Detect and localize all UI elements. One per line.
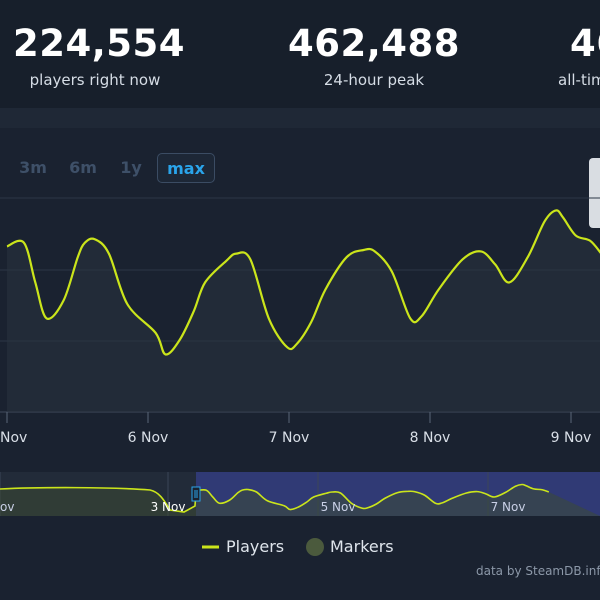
legend-marks	[202, 538, 324, 556]
data-credit[interactable]: data by SteamDB.inf	[476, 564, 600, 578]
stat-players-now: 224,554 players right now	[13, 22, 186, 90]
stat-label: all-tim	[558, 71, 600, 89]
stat-value: 462,488	[288, 22, 461, 65]
x-tick-label: 7 Nov	[269, 430, 310, 446]
stat-value: 46	[570, 22, 600, 65]
x-tick-label: 6 Nov	[128, 430, 169, 446]
legend-label-players: Players	[226, 537, 285, 556]
x-tick-label: Nov	[0, 430, 27, 446]
legend-markers-swatch	[306, 538, 324, 556]
legend-label-markers: Markers	[330, 537, 394, 556]
stat-all-time-peak: 46 all-tim	[558, 22, 600, 90]
stat-label: 24-hour peak	[323, 71, 425, 89]
x-axis: Nov 6 Nov 7 Nov 8 Nov 9 Nov	[0, 412, 591, 446]
navigator-area	[0, 484, 600, 516]
stats-bar: 224,554 players right now 462,488 24-hou…	[0, 0, 600, 108]
stat-label: players right now	[29, 71, 161, 89]
players-series	[6, 209, 600, 412]
range-button-6m[interactable]: 6m	[69, 158, 97, 177]
players-area	[7, 210, 600, 412]
navigator-handle[interactable]	[191, 486, 201, 502]
players-line	[6, 209, 600, 356]
range-button-3m[interactable]: 3m	[19, 158, 47, 177]
legend-item-markers[interactable]: Markers	[330, 536, 394, 558]
x-tick-label: 9 Nov	[551, 430, 592, 446]
navigator-line	[0, 483, 550, 513]
navigator-tick-label: ov	[0, 500, 14, 514]
chart-menu-toggle[interactable]	[589, 158, 600, 228]
navigator: ov 3 Nov 5 Nov 7 Nov	[0, 472, 600, 516]
stat-value: 224,554	[13, 22, 186, 65]
navigator-tick-label: 7 Nov	[491, 500, 526, 514]
section-gap	[0, 108, 600, 128]
legend-item-players[interactable]: Players	[226, 536, 284, 558]
range-button-max[interactable]: max	[157, 153, 215, 183]
x-tick-label: 8 Nov	[410, 430, 451, 446]
navigator-tick-label: 3 Nov	[151, 500, 186, 514]
range-button-1y[interactable]: 1y	[120, 158, 142, 177]
navigator-tick-label: 5 Nov	[321, 500, 356, 514]
stat-24h-peak: 462,488 24-hour peak	[288, 22, 460, 90]
